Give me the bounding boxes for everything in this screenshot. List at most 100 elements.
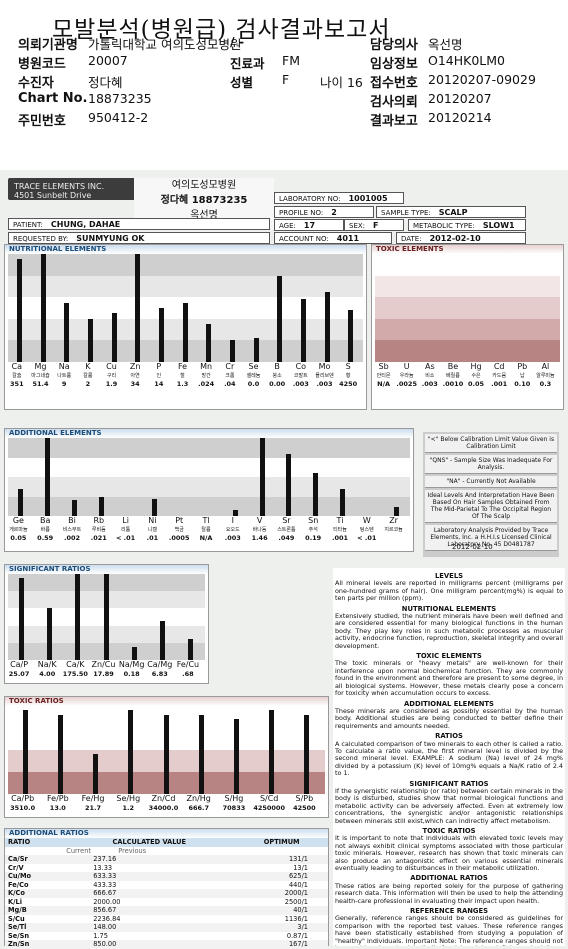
element-label: As <box>424 362 435 371</box>
text-heading: RATIOS <box>435 732 463 741</box>
element-korean: 칼륨 <box>83 373 93 379</box>
element-value: N/A <box>377 380 390 388</box>
element-label: Na/Mg <box>118 660 145 669</box>
report-info-field: ACCOUNT NO: 4011 <box>274 232 392 244</box>
element-label: Rb <box>93 516 105 525</box>
text-heading: NUTRITIONAL ELEMENTS <box>401 604 497 613</box>
element-label: Cu <box>106 362 117 371</box>
header-field: F <box>282 72 290 87</box>
element-label: Cr <box>225 362 235 371</box>
bar <box>87 318 93 362</box>
bar <box>253 338 259 362</box>
bar <box>16 259 22 362</box>
section-title: TOXIC ELEMENTS <box>372 245 563 254</box>
element-value: 0.19 <box>305 534 322 542</box>
header-field: O14HK0LM0 <box>428 53 505 68</box>
element-value: .003 <box>421 380 438 388</box>
element-value: 1.9 <box>105 380 118 388</box>
element-label: I <box>231 516 234 525</box>
element-korean: 게르마늄 <box>9 527 28 533</box>
legend-note: "NA" - Currently Not Available <box>425 476 557 488</box>
bar <box>348 310 354 362</box>
element-label: Ca/P <box>10 660 29 669</box>
toxic-elements-section: TOXIC ELEMENTS Sb 안티몬 N/A U 우라늄 .0025 As 비소 .003… <box>371 244 564 410</box>
element-label: U <box>403 362 410 371</box>
element-korean: 리튬 <box>120 527 131 533</box>
table-row: Zn/Sn 850.00 167/1 <box>5 940 328 949</box>
report-info-field: LABORATORY NO: 1001005 <box>274 192 404 204</box>
table-row: K/Li 2000.00 2500/1 <box>8 897 308 906</box>
text-heading: LEVELS <box>434 572 464 580</box>
element-value: < .01 <box>357 534 377 542</box>
header-field: 20007 <box>88 53 128 68</box>
element-value: 25.07 <box>8 670 30 678</box>
page-title: 모발분석(병원급) 검사결과보고서 <box>52 17 391 43</box>
report-info-field: METABOLIC TYPE: SLOW1 <box>408 219 526 231</box>
element-value: 0.10 <box>514 380 531 388</box>
element-korean: 스트론튬 <box>277 527 296 533</box>
bar <box>324 291 330 362</box>
element-korean: 탈륨 <box>201 527 211 533</box>
header-field: 성별 <box>230 75 254 90</box>
element-korean: 지르코늄 <box>384 527 403 533</box>
element-label: Sn <box>308 516 319 525</box>
bar <box>304 714 310 794</box>
element-label: S <box>345 362 351 371</box>
element-label: P <box>156 362 162 371</box>
header-field: 나이 16 <box>320 75 363 90</box>
header-field: 병원코드 <box>18 57 66 72</box>
bar <box>135 254 141 362</box>
element-label: Ti <box>336 516 344 525</box>
header-field: 접수번호 <box>370 76 418 91</box>
element-value: 21.7 <box>85 804 102 812</box>
element-value: 42500 <box>293 804 316 812</box>
header-field: Chart No. <box>18 91 88 106</box>
element-value: .04 <box>224 380 236 388</box>
element-label: Fe/Hg <box>81 794 105 803</box>
bar <box>111 313 117 362</box>
report-info-field: PROFILE NO: 2 <box>274 206 374 218</box>
bar <box>182 302 188 362</box>
text-paragraph: A calculated comparison of two minerals … <box>335 739 563 778</box>
bar <box>159 621 165 660</box>
report-info-field: SEX: F <box>344 219 404 231</box>
table-row: Fe/Co 433.33 440/1 <box>8 880 308 889</box>
element-value: N/A <box>199 534 213 542</box>
element-korean: 구리 <box>106 373 117 379</box>
bar <box>103 574 109 660</box>
element-label: Cd <box>493 362 505 371</box>
header-field: 20120214 <box>428 110 492 125</box>
element-value: 0.00 <box>269 380 286 388</box>
element-value: 1.3 <box>176 380 189 388</box>
element-korean: 나트륨 <box>57 373 72 379</box>
text-paragraph: If the synergistic relationship (or rati… <box>335 786 563 825</box>
report-info-field: PATIENT: CHUNG, DAHAE <box>8 218 270 230</box>
element-value: 4.00 <box>39 670 56 678</box>
text-paragraph: Extensively studied, the nutrient minera… <box>335 612 563 650</box>
element-label: Zn/Hg <box>186 794 211 803</box>
element-value: 17.89 <box>93 670 114 678</box>
element-korean: 수은 <box>471 373 481 379</box>
element-korean: 니켈 <box>147 527 157 533</box>
element-label: Be <box>447 362 459 371</box>
text-heading: ADDITIONAL ELEMENTS <box>404 699 494 708</box>
element-value: 0.0 <box>247 380 260 388</box>
legend-note: "<" Below Calibration Limit Value Given … <box>425 434 557 453</box>
element-value: 34000.0 <box>148 804 179 812</box>
bar <box>128 710 134 794</box>
toxic-ratios-section: TOXIC RATIOS Ca/Pb 3510.0 Fe/Pb 13.0 Fe/Hg 21… <box>4 696 329 818</box>
element-value: 13.0 <box>49 804 66 812</box>
section-title: SIGNIFICANT RATIOS <box>5 565 208 574</box>
report-info-field: SAMPLE TYPE: SCALP <box>376 206 526 218</box>
lab-logo: TRACE ELEMENTS INC. 4501 Sunbelt Drive <box>8 178 158 200</box>
bar <box>93 754 99 794</box>
element-label: Pb <box>517 362 528 371</box>
legend-note: Ideal Levels And Interpretation Have Bee… <box>425 490 557 523</box>
bar <box>232 509 238 516</box>
table-row: Cu/Mo 633.33 625/1 <box>5 872 328 881</box>
element-value: 1.2 <box>122 804 135 812</box>
table-row: Mg/B 856.67 40/1 <box>5 906 328 915</box>
element-value: 0.05 <box>468 380 485 388</box>
bar <box>158 308 164 362</box>
element-label: Ni <box>148 516 157 525</box>
